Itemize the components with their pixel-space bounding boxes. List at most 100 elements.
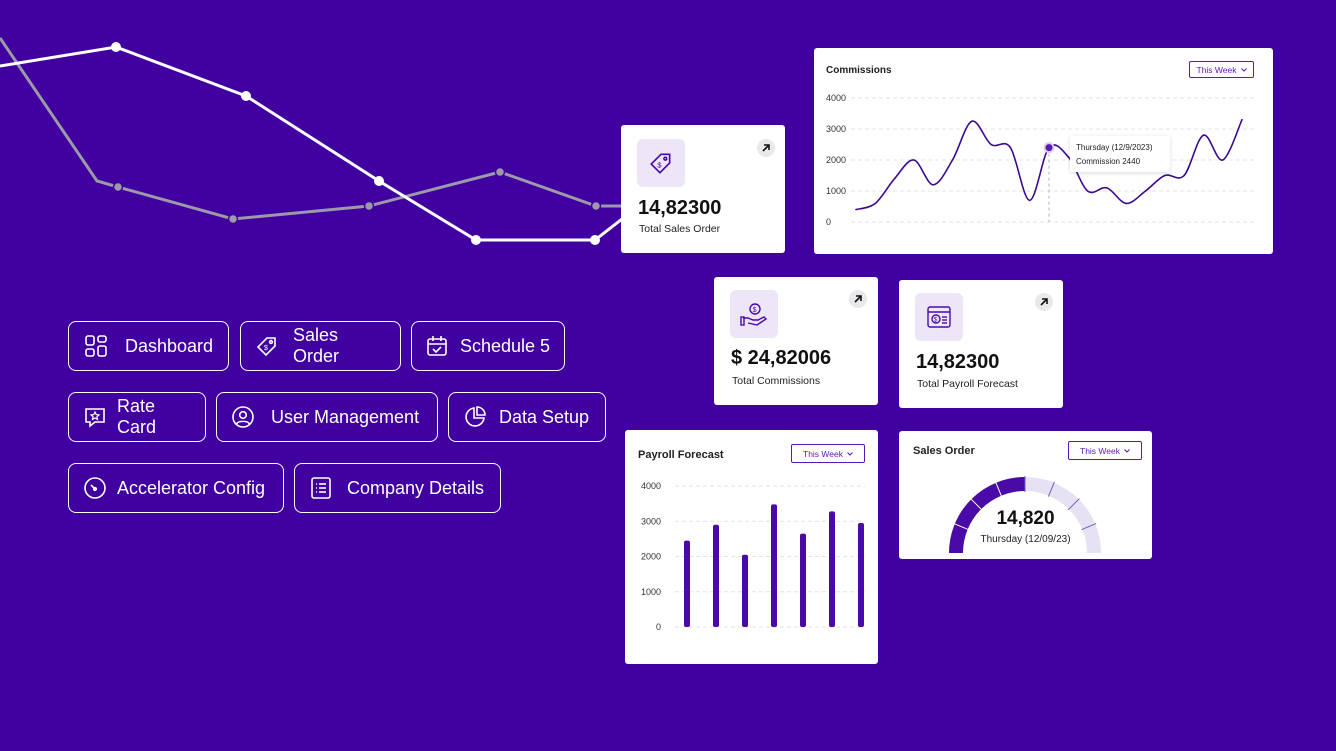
arrow-up-right-icon (854, 295, 862, 303)
rate-card-button[interactable]: Rate Card (68, 392, 206, 442)
bar (713, 524, 719, 627)
accelerator-config-label: Accelerator Config (117, 477, 266, 498)
total-payroll-forecast-card: $ 14,82300 Total Payroll Forecast (899, 280, 1063, 408)
y-tick-label: 4000 (641, 481, 661, 491)
payroll-icon: $ (927, 306, 951, 328)
y-tick-label: 4000 (826, 93, 846, 103)
data-setup-button[interactable]: Data Setup (448, 392, 606, 442)
dashboard-label: Dashboard (125, 335, 214, 356)
gauge-value: 14,820 (996, 508, 1055, 529)
payroll-forecast-title: Payroll Forecast (638, 449, 724, 461)
sales-order-week-label: This Week (1080, 445, 1120, 456)
schedule-5-button[interactable]: Schedule 5 (411, 321, 565, 371)
data-point (1144, 190, 1147, 192)
company-details-label: Company Details (347, 477, 485, 498)
gauge-tick (1067, 498, 1080, 511)
y-tick-label: 1000 (826, 186, 846, 196)
data-point (1125, 202, 1127, 205)
payroll-forecast-chart-card: Payroll Forecast This Week 4000 3000 2000 1… (625, 430, 878, 664)
data-setup-label: Data Setup (499, 406, 590, 427)
gauge-tick (953, 523, 969, 531)
sales-order-week-dropdown[interactable]: This Week (1068, 441, 1142, 460)
data-point (1241, 118, 1243, 121)
total-payroll-forecast-label: Total Payroll Forecast (917, 378, 1018, 390)
grid-icon (85, 335, 107, 357)
y-tick-label: 3000 (826, 124, 846, 134)
gauge-icon (84, 477, 106, 499)
pie-icon (465, 406, 486, 427)
rate-card-label: Rate Card (117, 396, 157, 437)
tag-icon: $ (256, 337, 276, 357)
y-tick-label: 0 (826, 217, 831, 227)
data-point (1009, 146, 1012, 149)
data-point (855, 208, 857, 211)
company-details-button[interactable]: Company Details (294, 463, 501, 513)
bar (800, 533, 806, 627)
data-point (951, 159, 954, 161)
tag-icon: $ (650, 153, 671, 174)
tooltip-value: Commission 2440 (1076, 157, 1141, 166)
user-management-label: User Management (271, 406, 420, 427)
bar (771, 504, 777, 627)
sales-order-button[interactable]: $ Sales Order (240, 321, 401, 371)
commissions-title: Commissions (826, 65, 892, 76)
y-tick-label: 2000 (641, 552, 661, 562)
total-commissions-card: $ $ 24,82006 Total Commissions (714, 277, 878, 405)
sales-order-label: Sales Order (293, 325, 340, 366)
chevron-down-icon (1124, 448, 1130, 453)
commissions-week-dropdown[interactable]: This Week (1189, 61, 1254, 78)
gauge-tick (1047, 481, 1055, 497)
data-point (874, 202, 877, 205)
chevron-down-icon (1240, 67, 1247, 72)
data-point (1202, 134, 1205, 136)
star-chat-icon (85, 408, 105, 428)
payroll-icon-box: $ (915, 293, 963, 341)
bar (742, 554, 748, 627)
total-sales-order-value: 14,82300 (638, 197, 722, 219)
sales-order-gauge-title: Sales Order (913, 445, 975, 457)
commissions-week-label: This Week (1196, 64, 1237, 75)
commissions-tooltip: Thursday (12/9/2023) Commission 2440 (1070, 136, 1170, 172)
gauge-tick (995, 481, 1003, 497)
total-payroll-forecast-value: 14,82300 (916, 351, 1000, 373)
sales-order-gauge-card: Sales Order This Week 14,820 Thursday (1… (899, 431, 1152, 559)
dashboard-button[interactable]: Dashboard (68, 321, 229, 371)
payroll-week-dropdown[interactable]: This Week (791, 444, 865, 463)
bar (829, 511, 835, 627)
list-icon (311, 477, 331, 499)
total-commissions-value: $ 24,82006 (731, 347, 832, 369)
data-point (1164, 174, 1166, 177)
gauge-date: Thursday (12/09/23) (980, 534, 1071, 545)
accelerator-config-button[interactable]: Accelerator Config (68, 463, 284, 513)
highlight-point (1043, 142, 1055, 154)
commissions-line-chart: 4000 3000 2000 1000 0 (826, 93, 1254, 227)
payroll-week-label: This Week (803, 448, 843, 459)
data-point (971, 120, 973, 123)
open-arrow-button[interactable] (1035, 293, 1053, 311)
tag-icon-box: $ (637, 139, 685, 187)
calendar-check-icon (427, 336, 447, 356)
total-commissions-label: Total Commissions (732, 375, 821, 387)
bar (684, 540, 690, 627)
y-tick-label: 2000 (826, 155, 846, 165)
svg-text:$: $ (264, 345, 268, 352)
open-arrow-button[interactable] (757, 139, 775, 157)
y-tick-label: 0 (656, 622, 661, 632)
total-sales-order-card: $ 14,82300 Total Sales Order (621, 125, 785, 253)
arrow-up-right-icon (1040, 298, 1048, 306)
open-arrow-button[interactable] (849, 290, 867, 308)
data-point (1028, 199, 1031, 202)
gauge-tick (970, 498, 983, 511)
total-sales-order-label: Total Sales Order (639, 223, 721, 235)
data-point (1106, 187, 1108, 189)
gauge-tick (1081, 523, 1097, 531)
background-line-decoration (0, 37, 640, 245)
money-hand-icon: $ (740, 303, 768, 326)
y-tick-label: 1000 (641, 587, 661, 597)
payroll-bar-chart: 4000 3000 2000 1000 0 (641, 481, 865, 632)
schedule-5-label: Schedule 5 (460, 335, 551, 356)
bar (858, 523, 864, 627)
data-point (1067, 156, 1070, 158)
arrow-up-right-icon (762, 144, 770, 152)
user-management-button[interactable]: User Management (216, 392, 438, 442)
